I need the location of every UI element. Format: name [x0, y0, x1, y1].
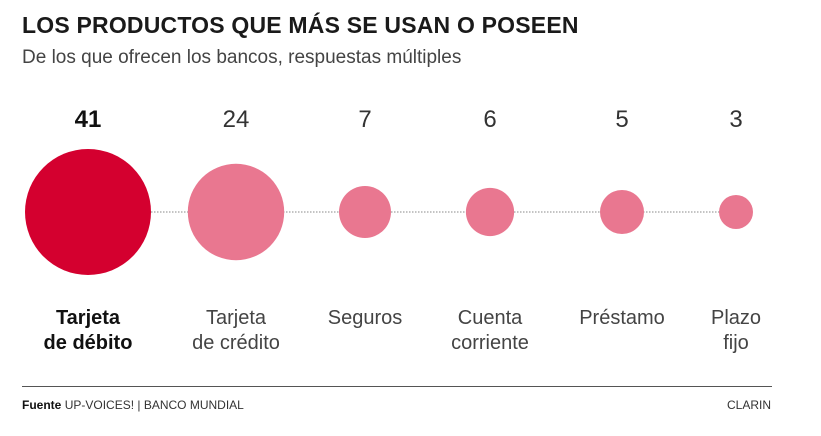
source-note: Fuente UP-VOICES! | BANCO MUNDIAL	[22, 398, 244, 412]
category-label: de débito	[44, 332, 133, 354]
bubble	[600, 190, 644, 234]
category-label: Cuenta	[458, 307, 523, 329]
value-label: 6	[483, 106, 496, 133]
credit-label: CLARIN	[726, 398, 771, 412]
bubble	[25, 149, 151, 275]
category-label: Préstamo	[579, 307, 665, 329]
value-label: 3	[729, 106, 742, 133]
chart-title: LOS PRODUCTOS QUE MÁS SE USAN O POSEEN	[22, 12, 579, 38]
value-label: 7	[358, 106, 371, 133]
bubble	[339, 186, 391, 238]
category-label: Tarjeta	[206, 307, 267, 329]
category-label: Tarjeta	[56, 307, 121, 329]
chart-subtitle: De los que ofrecen los bancos, respuesta…	[22, 47, 462, 68]
value-label: 24	[223, 106, 250, 133]
value-label: 41	[75, 106, 102, 133]
bubble	[719, 195, 753, 229]
category-label: Plazo	[711, 307, 761, 329]
source-label: Fuente	[22, 398, 62, 412]
footer-divider	[22, 386, 772, 387]
value-label: 5	[615, 106, 628, 133]
category-label: corriente	[451, 332, 529, 354]
category-label: Seguros	[328, 307, 403, 329]
category-label: fijo	[723, 332, 749, 354]
bubble	[465, 187, 515, 237]
source-text: UP-VOICES! | BANCO MUNDIAL	[64, 398, 244, 412]
category-label: de crédito	[192, 332, 280, 354]
bubble	[187, 163, 285, 261]
